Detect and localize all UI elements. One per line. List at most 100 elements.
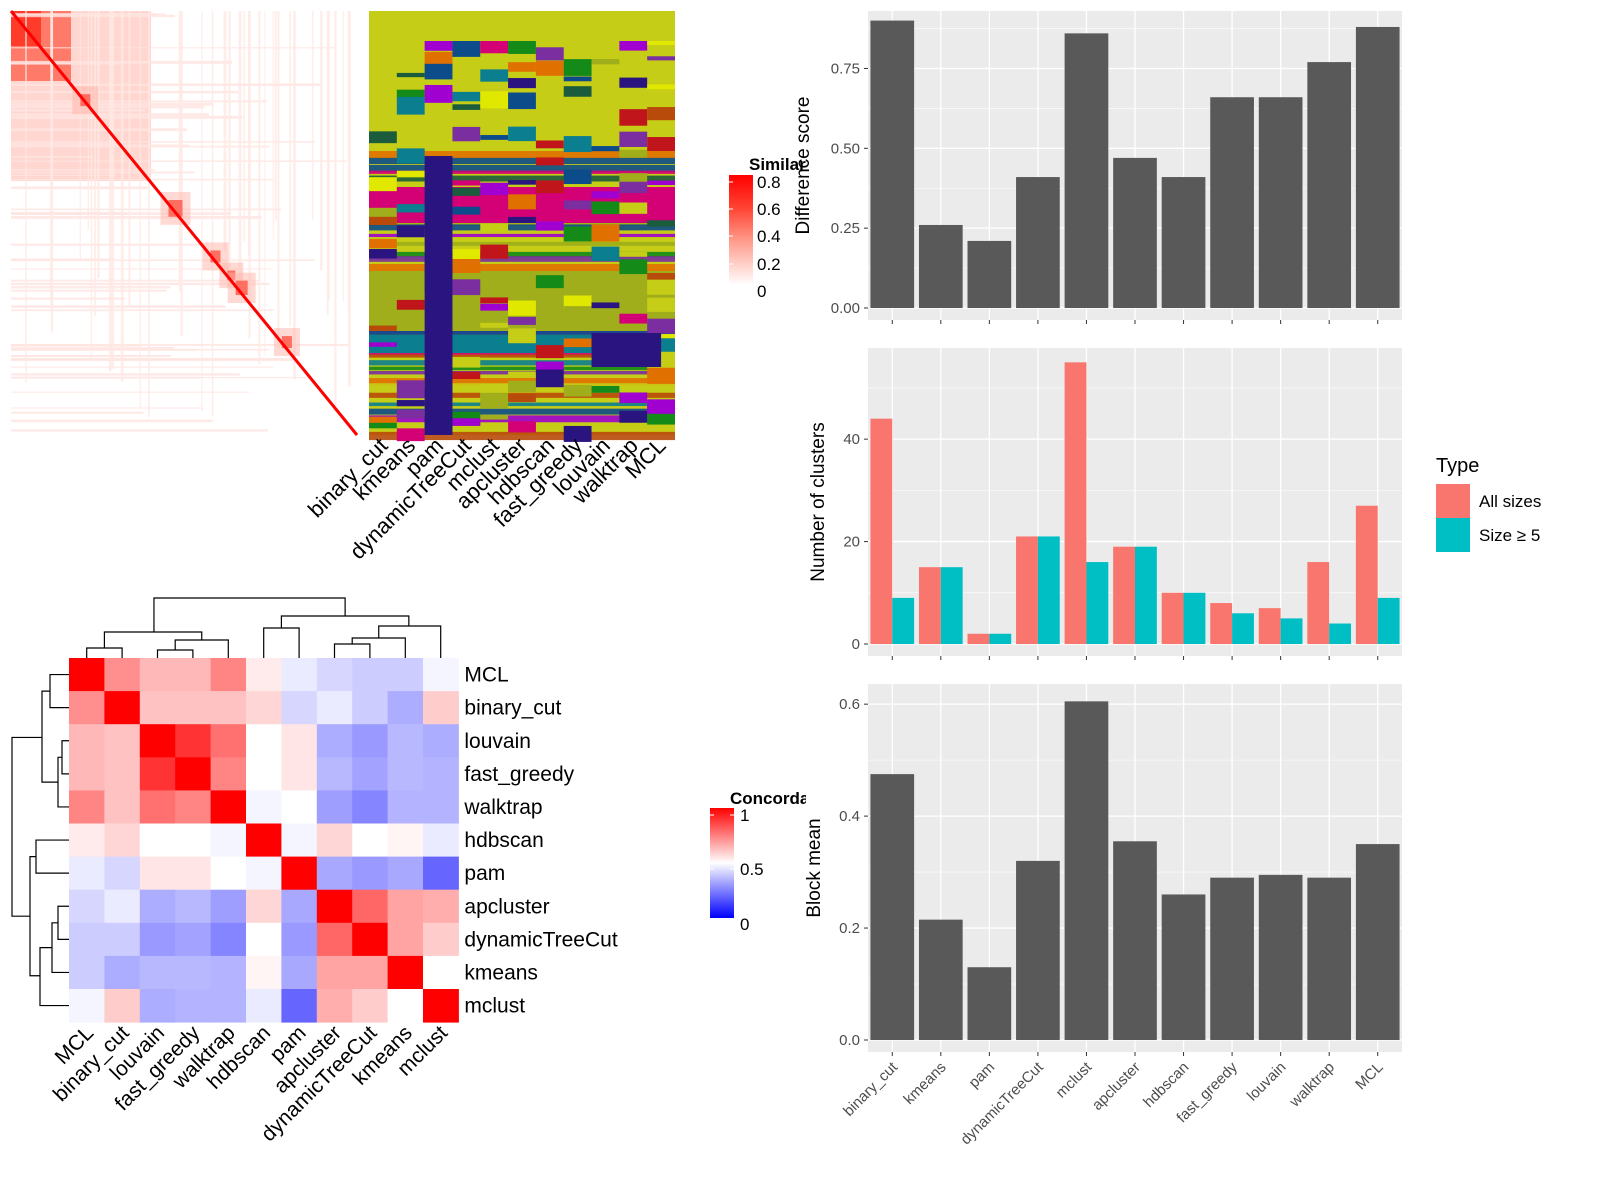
similarity-stripe bbox=[180, 11, 183, 337]
y-axis-title: Number of clusters bbox=[808, 422, 829, 581]
membership-cell bbox=[452, 418, 481, 426]
type-legend-title: Type bbox=[1436, 455, 1479, 477]
concordance-row-label: apcluster bbox=[464, 895, 549, 918]
membership-cell bbox=[647, 84, 675, 90]
similarity-stripe bbox=[11, 358, 298, 362]
similarity-legend: Similarity 0.8 0.6 0.4 0.2 0 bbox=[729, 155, 826, 301]
membership-stripe bbox=[369, 402, 675, 407]
y-tick-label: 0.4 bbox=[839, 808, 860, 825]
concordance-cell bbox=[316, 922, 353, 957]
membership-cell bbox=[480, 415, 509, 420]
bar bbox=[1307, 877, 1352, 1040]
membership-cell bbox=[369, 416, 397, 423]
membership-cell bbox=[396, 204, 425, 213]
concordance-cell bbox=[175, 757, 212, 791]
membership-cell bbox=[619, 109, 648, 126]
concordance-cell bbox=[352, 955, 389, 990]
concordance-cell bbox=[139, 922, 176, 957]
similarity-stripe bbox=[11, 259, 315, 262]
concordance-cell bbox=[246, 790, 282, 824]
bar bbox=[967, 967, 1012, 1040]
concordance-column-labels: MCLbinary_cutlouvainfast_greedywalktraph… bbox=[49, 1021, 452, 1146]
membership-cell bbox=[619, 259, 648, 275]
concordance-cell bbox=[352, 724, 389, 758]
concordance-cell bbox=[139, 856, 176, 891]
membership-cell bbox=[452, 248, 481, 260]
dendrogram-branch bbox=[174, 639, 229, 658]
membership-cell bbox=[563, 226, 592, 242]
concordance-cell bbox=[423, 691, 459, 725]
membership-cell bbox=[452, 180, 481, 186]
membership-cell bbox=[396, 89, 425, 99]
membership-cell bbox=[563, 384, 592, 397]
membership-cell bbox=[369, 177, 397, 192]
membership-cell bbox=[619, 313, 648, 324]
concordance-cell bbox=[387, 691, 424, 725]
membership-cell bbox=[591, 59, 620, 65]
x-tick-label: pam bbox=[966, 1059, 999, 1092]
membership-stripe bbox=[369, 157, 675, 165]
membership-cell bbox=[563, 425, 592, 442]
concordance-cell bbox=[423, 856, 459, 891]
similarity-legend-tick-label: 0.6 bbox=[757, 200, 781, 219]
membership-cell bbox=[424, 41, 453, 51]
concordance-cell bbox=[423, 823, 459, 858]
bar-size-ge5 bbox=[940, 567, 963, 644]
membership-cell bbox=[535, 60, 564, 76]
concordance-cell bbox=[175, 989, 212, 1023]
similarity-stripe bbox=[11, 279, 260, 282]
similarity-stripe bbox=[334, 11, 337, 407]
membership-cell bbox=[369, 325, 397, 331]
dendrogram-branch bbox=[41, 690, 58, 783]
membership-stripe bbox=[369, 256, 675, 262]
concordance-cell bbox=[281, 757, 318, 791]
similarity-stripe bbox=[11, 347, 175, 349]
membership-cell bbox=[647, 107, 675, 121]
x-tick-label: louvain bbox=[1244, 1059, 1290, 1105]
bar bbox=[1064, 701, 1109, 1040]
concordance-legend-tick-label: 0.5 bbox=[740, 860, 764, 879]
bar bbox=[1210, 97, 1254, 309]
similarity-stripe bbox=[11, 100, 267, 103]
concordance-dendrogram bbox=[11, 597, 442, 1007]
concordance-row-label: fast_greedy bbox=[464, 763, 574, 786]
concordance-cell bbox=[387, 889, 424, 924]
concordance-legend-title: Concordance bbox=[730, 789, 839, 808]
y-tick-label: 0.0 bbox=[839, 1032, 860, 1049]
y-tick-label: 0.75 bbox=[831, 60, 860, 77]
membership-cell bbox=[535, 47, 564, 61]
membership-cell bbox=[452, 371, 481, 380]
membership-cell bbox=[563, 338, 592, 348]
bar-all-sizes bbox=[967, 633, 990, 644]
y-tick-label: 0.6 bbox=[839, 696, 860, 713]
concordance-cell bbox=[423, 955, 459, 990]
bar-size-ge5 bbox=[1329, 623, 1352, 644]
y-tick-label: 0.50 bbox=[831, 140, 860, 157]
similarity-legend-tick-label: 0 bbox=[757, 282, 766, 301]
dendrogram-branch bbox=[86, 647, 123, 658]
y-tick-label: 0.25 bbox=[831, 220, 860, 237]
concordance-cell bbox=[210, 922, 247, 957]
membership-cell bbox=[452, 206, 481, 215]
similarity-legend-title: Similarity bbox=[749, 155, 826, 174]
concordance-cell bbox=[104, 724, 141, 758]
membership-cell bbox=[508, 62, 536, 72]
membership-cell bbox=[480, 41, 509, 54]
concordance-cell bbox=[423, 658, 459, 692]
membership-cell bbox=[396, 409, 425, 419]
concordance-cell bbox=[175, 922, 212, 957]
membership-heatmap bbox=[369, 11, 675, 442]
similarity-block bbox=[227, 272, 256, 304]
bar bbox=[1016, 177, 1060, 308]
membership-stripe bbox=[369, 170, 675, 174]
similarity-stripe bbox=[248, 11, 251, 255]
concordance-cell bbox=[69, 922, 105, 957]
membership-cell bbox=[424, 51, 453, 67]
similarity-stripe bbox=[90, 11, 93, 359]
membership-stripe bbox=[369, 408, 675, 415]
concordance-cell bbox=[352, 658, 389, 692]
x-tick-label: mclust bbox=[1053, 1058, 1096, 1101]
similarity-stripe bbox=[11, 343, 350, 346]
membership-cell bbox=[619, 202, 648, 214]
